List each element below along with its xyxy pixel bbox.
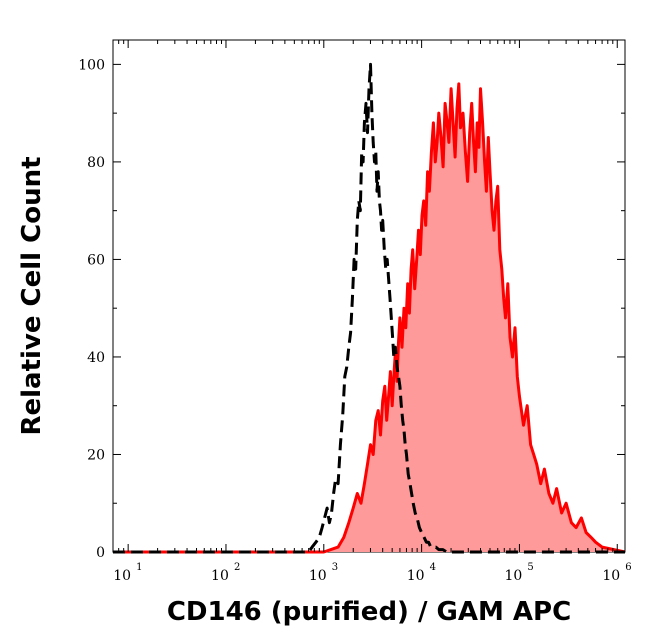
x-axis-title: CD146 (purified) / GAM APC xyxy=(167,597,571,627)
y-tick-label: 20 xyxy=(87,447,105,463)
x-tick-exponent: 2 xyxy=(234,562,240,573)
y-axis-ticks: 0 20 40 60 80 100 xyxy=(78,57,625,561)
y-tick-label: 80 xyxy=(87,155,105,171)
x-tick-label: 10 xyxy=(211,568,229,584)
x-axis-ticks: 10 1 10 2 10 3 10 4 10 5 10 6 xyxy=(112,40,632,584)
x-tick-exponent: 4 xyxy=(430,562,436,573)
series-1-line xyxy=(113,82,626,554)
y-tick-label: 0 xyxy=(96,545,105,561)
y-tick-label: 60 xyxy=(87,252,105,268)
y-tick-label: 40 xyxy=(87,350,105,366)
y-axis-title: Relative Cell Count xyxy=(17,156,47,435)
x-tick-label: 10 xyxy=(113,568,131,584)
x-tick-label: 10 xyxy=(505,568,523,584)
x-tick-exponent: 6 xyxy=(625,562,631,573)
plot-area: 10 1 10 2 10 3 10 4 10 5 10 6 0 20 40 60 80 100 xyxy=(78,39,632,584)
series-0-line xyxy=(113,62,625,554)
x-tick-exponent: 5 xyxy=(527,562,533,573)
x-tick-label: 10 xyxy=(309,568,327,584)
series-layer xyxy=(113,62,626,554)
y-tick-label: 100 xyxy=(78,57,105,73)
x-tick-exponent: 3 xyxy=(332,562,338,573)
x-tick-label: 10 xyxy=(407,568,425,584)
x-tick-exponent: 1 xyxy=(136,562,142,573)
x-tick-label: 10 xyxy=(602,568,620,584)
